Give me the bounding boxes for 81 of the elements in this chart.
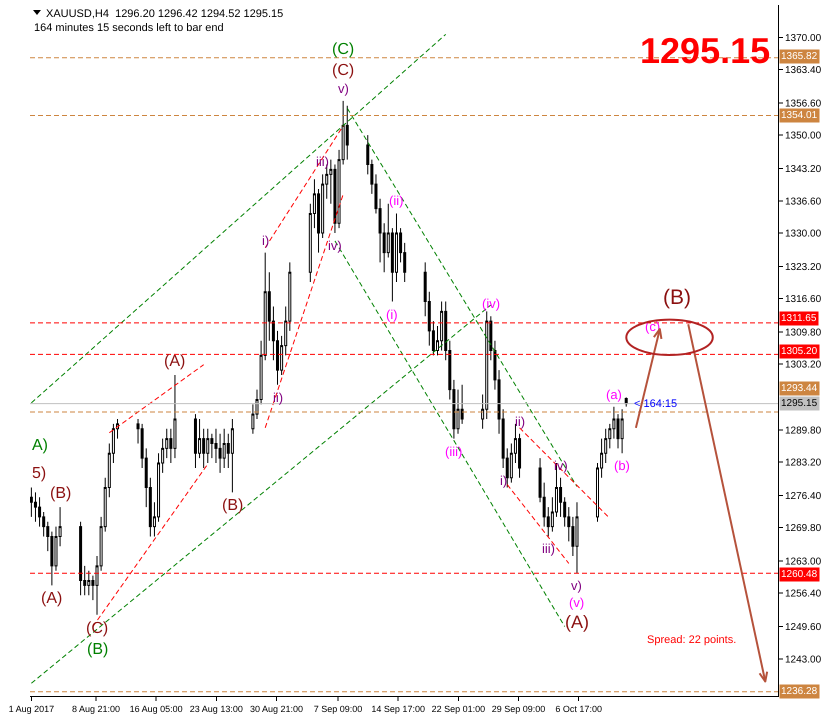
x-tick-label: 23 Aug 13:00 bbox=[190, 704, 243, 714]
candlestick bbox=[79, 521, 82, 596]
ref-line-label: 1354.01 bbox=[781, 110, 818, 121]
candlestick bbox=[87, 570, 90, 596]
annotation: (A) bbox=[41, 590, 62, 607]
annotation: (iii) bbox=[445, 444, 462, 459]
annotation: iii) bbox=[542, 541, 555, 556]
annotation: (B) bbox=[663, 286, 691, 309]
y-tick-label: 1336.60 bbox=[785, 196, 822, 208]
annotation: < 164:15 bbox=[634, 398, 678, 410]
annotation: ii) bbox=[515, 414, 526, 429]
annotation: v) bbox=[338, 81, 349, 96]
y-tick-label: 1283.20 bbox=[785, 458, 822, 469]
y-tick-label: 1269.80 bbox=[785, 523, 822, 534]
annotation: (C) bbox=[332, 41, 354, 58]
annotation: (iv) bbox=[482, 296, 500, 311]
candlestick bbox=[620, 408, 624, 454]
ref-line-label: 1311.65 bbox=[781, 313, 817, 324]
x-tick-label: 29 Sep 09:00 bbox=[492, 704, 546, 714]
candlestick bbox=[575, 502, 578, 574]
x-tick-label: 30 Aug 21:00 bbox=[250, 704, 304, 714]
ref-line-label: 1293.44 bbox=[781, 383, 818, 394]
y-tick-label: 1289.80 bbox=[785, 425, 822, 436]
x-tick-label: 14 Sep 17:00 bbox=[371, 704, 425, 714]
annotation: v) bbox=[571, 578, 582, 593]
candlestick bbox=[218, 433, 222, 474]
y-tick-label: 1243.00 bbox=[785, 654, 822, 666]
annotation: (v) bbox=[569, 595, 584, 610]
annotation: A) bbox=[32, 437, 48, 454]
annotation: iv) bbox=[328, 238, 342, 253]
y-tick-label: 1316.60 bbox=[785, 294, 822, 306]
candlestick bbox=[346, 105, 349, 160]
annotation: (B) bbox=[50, 485, 72, 502]
annotation: (a) bbox=[606, 387, 622, 402]
annotation: (A) bbox=[164, 353, 186, 370]
annotation: i) bbox=[262, 233, 270, 248]
annotation: (ii) bbox=[389, 193, 404, 208]
annotation: (C) bbox=[332, 62, 354, 79]
chart-title: XAUUSD,H4 1296.20 1296.42 1294.52 1295.15 bbox=[46, 8, 284, 20]
x-tick-label: 22 Sep 01:00 bbox=[432, 704, 486, 714]
y-tick-label: 1276.40 bbox=[785, 490, 822, 502]
x-tick-label: 1 Aug 2017 bbox=[8, 704, 54, 714]
y-tick-label: 1330.00 bbox=[785, 228, 822, 240]
annotation: (A) bbox=[565, 612, 589, 632]
annotation: (B) bbox=[222, 497, 244, 514]
annotation: 5) bbox=[32, 465, 46, 482]
y-tick-label: 1323.20 bbox=[785, 262, 822, 273]
annotation: iii) bbox=[316, 154, 329, 169]
y-tick-label: 1263.00 bbox=[785, 556, 822, 568]
annotation: (C) bbox=[86, 620, 108, 637]
candlestick bbox=[206, 428, 210, 464]
annotation: ii) bbox=[273, 390, 284, 405]
y-tick-label: 1350.00 bbox=[785, 130, 822, 142]
y-tick-label: 1363.40 bbox=[785, 65, 822, 76]
annotation: (b) bbox=[614, 458, 630, 473]
annotation: (i) bbox=[386, 307, 398, 322]
y-tick-label: 1303.20 bbox=[785, 360, 822, 371]
ref-line-label: 1236.28 bbox=[781, 686, 818, 697]
y-tick-label: 1370.00 bbox=[785, 32, 822, 44]
candlestick bbox=[34, 492, 37, 522]
x-tick-label: 6 Oct 17:00 bbox=[555, 704, 602, 714]
y-tick-label: 1309.80 bbox=[785, 327, 822, 338]
y-tick-label: 1343.20 bbox=[785, 164, 822, 175]
x-tick-label: 16 Aug 05:00 bbox=[130, 704, 183, 714]
ref-line-label: 1295.15 bbox=[781, 398, 818, 409]
x-tick-label: 8 Aug 21:00 bbox=[72, 704, 120, 714]
ref-line-label: 1260.48 bbox=[781, 569, 818, 580]
text: 164 minutes 15 seconds left to bar end bbox=[34, 22, 224, 34]
candlestick bbox=[210, 433, 214, 459]
ref-line-label: 1305.20 bbox=[781, 346, 818, 357]
annotation: Spread: 22 points. bbox=[647, 634, 736, 646]
y-tick-label: 1356.60 bbox=[785, 98, 822, 110]
candlestick bbox=[173, 374, 176, 459]
y-tick-label: 1256.40 bbox=[785, 588, 822, 600]
annotation: i) bbox=[500, 473, 508, 488]
x-tick-label: 7 Sep 09:00 bbox=[314, 704, 362, 714]
y-tick-label: 1249.60 bbox=[785, 622, 822, 634]
candlestick bbox=[230, 418, 234, 493]
ref-line-label: 1365.82 bbox=[781, 51, 818, 62]
candlestick bbox=[194, 414, 197, 468]
annotation: (B) bbox=[87, 641, 108, 658]
